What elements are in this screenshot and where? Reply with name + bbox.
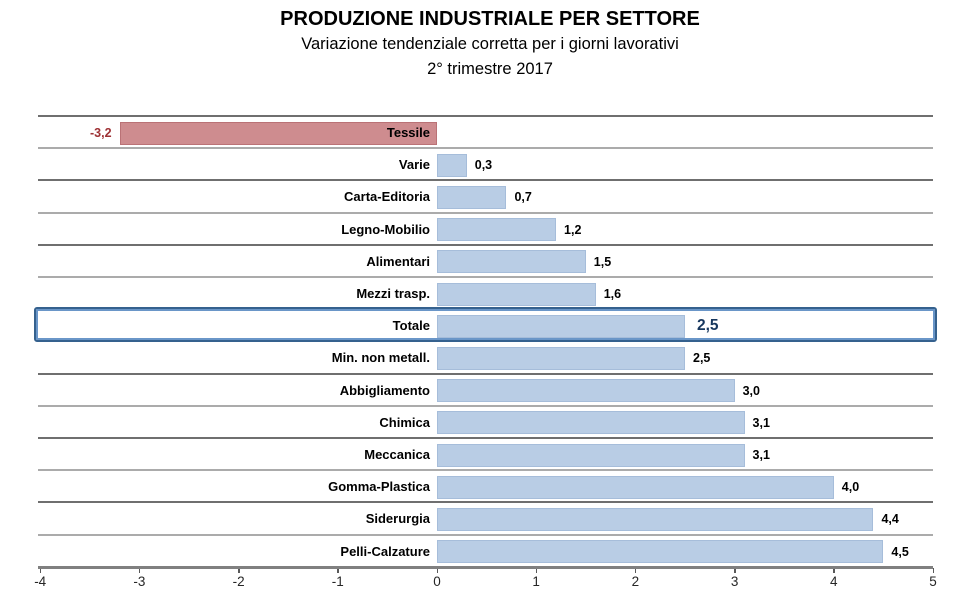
category-label: Totale bbox=[392, 318, 430, 334]
axis-tick-label: -3 bbox=[133, 573, 146, 589]
value-label: 2,5 bbox=[693, 351, 711, 366]
category-label: Legno-Mobilio bbox=[341, 221, 430, 237]
axis-tick-label: -4 bbox=[34, 573, 47, 589]
bar-row: Tessile -3,2 bbox=[38, 115, 933, 147]
bar bbox=[437, 540, 884, 564]
plot-area: Tessile -3,2 Varie 0,3 Carta-Editoria 0,… bbox=[34, 115, 937, 589]
bar-row: Chimica 3,1 bbox=[38, 404, 933, 437]
axis-tick bbox=[39, 567, 42, 573]
axis-tick bbox=[535, 567, 538, 573]
category-label: Gomma-Plastica bbox=[328, 479, 430, 495]
bar-row: Abbigliamento 3,0 bbox=[38, 372, 933, 405]
axis-tick bbox=[734, 567, 736, 573]
axis-tick bbox=[634, 567, 637, 573]
x-axis-line bbox=[38, 565, 933, 569]
value-label: 4,5 bbox=[891, 544, 909, 559]
bar bbox=[437, 346, 685, 370]
bar-row: Varie 0,3 bbox=[38, 147, 933, 179]
category-label: Chimica bbox=[379, 414, 430, 430]
axis-tick-label: 2 bbox=[631, 573, 640, 589]
category-label: Tessile bbox=[386, 125, 430, 140]
value-label: 0,3 bbox=[474, 158, 493, 173]
bar bbox=[437, 411, 745, 435]
category-label: Carta-Editoria bbox=[344, 189, 430, 205]
value-label: 1,5 bbox=[593, 254, 612, 269]
value-label: 4,0 bbox=[841, 480, 860, 495]
value-label: 3,1 bbox=[752, 448, 770, 462]
value-label: -3,2 bbox=[90, 126, 112, 140]
category-label: Siderurgia bbox=[365, 511, 430, 527]
bar bbox=[437, 379, 735, 403]
category-label: Abbigliamento bbox=[339, 382, 430, 398]
value-label: 1,2 bbox=[564, 222, 582, 237]
bar bbox=[437, 314, 685, 338]
chart-subtitle: Variazione tendenziale corretta per i gi… bbox=[301, 35, 679, 53]
bar bbox=[437, 443, 745, 467]
bar bbox=[119, 121, 437, 145]
axis-tick bbox=[138, 567, 141, 573]
value-label: 1,6 bbox=[603, 287, 622, 301]
value-label: 3,0 bbox=[742, 383, 760, 398]
chart-period-subtitle: 2° trimestre 2017 bbox=[427, 60, 553, 78]
bar-row: Legno-Mobilio 1,2 bbox=[38, 211, 933, 244]
bar bbox=[437, 218, 557, 242]
bar bbox=[437, 185, 507, 209]
axis-tick bbox=[238, 567, 240, 573]
bar-row: Gomma-Plastica 4,0 bbox=[38, 469, 933, 501]
axis-tick-label: -1 bbox=[331, 573, 344, 589]
axis-tick-label: 5 bbox=[929, 573, 937, 589]
bar bbox=[437, 282, 596, 306]
category-label: Meccanica bbox=[364, 447, 430, 462]
bar bbox=[437, 250, 586, 274]
bar-row: Min. non metall. 2,5 bbox=[38, 340, 933, 372]
category-label: Min. non metall. bbox=[331, 350, 430, 366]
bar-row: Siderurgia 4,4 bbox=[38, 501, 933, 533]
bar-row: Mezzi trasp. 1,6 bbox=[38, 276, 933, 308]
chart-title: PRODUZIONE INDUSTRIALE PER SETTORE bbox=[280, 8, 700, 30]
bar bbox=[437, 507, 874, 531]
value-label: 4,4 bbox=[881, 512, 899, 527]
bar-row: Totale 2,5 bbox=[38, 308, 933, 340]
axis-tick bbox=[436, 567, 438, 573]
bar-row: Pelli-Calzature 4,5 bbox=[38, 533, 933, 566]
bar-row: Meccanica 3,1 bbox=[38, 437, 933, 469]
axis-tick-label: 1 bbox=[532, 573, 540, 589]
axis-tick-label: 0 bbox=[433, 573, 441, 589]
chart-header: PRODUZIONE INDUSTRIALE PER SETTORE Varia… bbox=[0, 6, 980, 82]
bar bbox=[437, 475, 834, 499]
category-label: Alimentari bbox=[366, 253, 430, 269]
axis-tick-label: 3 bbox=[730, 573, 739, 589]
category-label: Pelli-Calzature bbox=[340, 543, 430, 559]
axis-tick bbox=[337, 567, 339, 573]
bar-row: Alimentari 1,5 bbox=[38, 243, 933, 276]
axis-tick bbox=[833, 567, 835, 573]
value-label: 0,7 bbox=[514, 190, 532, 205]
axis-tick-label: -2 bbox=[232, 573, 245, 589]
value-label: 3,1 bbox=[752, 415, 770, 430]
category-label: Mezzi trasp. bbox=[356, 286, 430, 301]
category-label: Varie bbox=[398, 157, 430, 173]
value-label: 2,5 bbox=[697, 317, 719, 335]
bar bbox=[437, 153, 467, 177]
axis-tick-label: 4 bbox=[830, 573, 838, 589]
axis-tick bbox=[932, 567, 934, 573]
bar-row: Carta-Editoria 0,7 bbox=[38, 179, 933, 211]
